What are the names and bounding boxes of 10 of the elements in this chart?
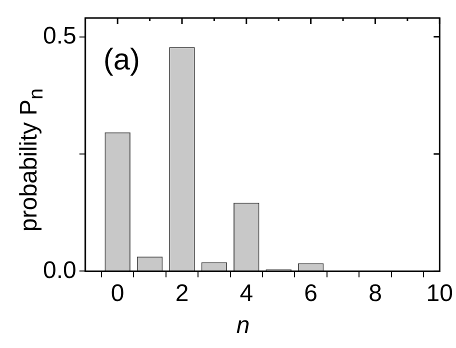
x-tick-label: 4 xyxy=(240,280,254,308)
x-tick-label: 10 xyxy=(426,280,454,308)
x-tick-label: 0 xyxy=(110,280,124,308)
x-axis-title: n xyxy=(235,312,251,340)
y-tick-label: 0.0 xyxy=(42,256,76,284)
x-tick-label: 2 xyxy=(175,280,189,308)
x-tick-label: 8 xyxy=(368,280,382,308)
annotation: (a) xyxy=(103,43,140,76)
y-tick-label: 0.5 xyxy=(42,22,76,50)
x-tick-label: 6 xyxy=(304,280,318,308)
